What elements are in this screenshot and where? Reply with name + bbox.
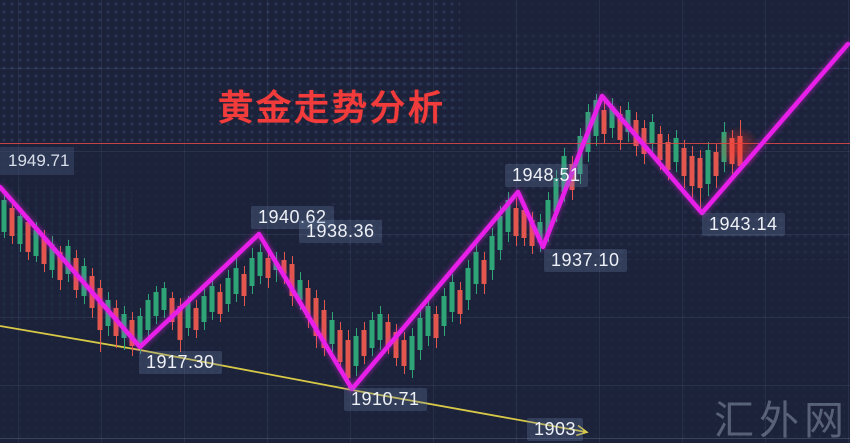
candle-body xyxy=(297,280,303,300)
candle-body xyxy=(265,258,271,278)
candle-body xyxy=(433,314,439,338)
candle-body xyxy=(353,336,359,366)
candle-body xyxy=(553,178,559,212)
candle-body xyxy=(449,282,455,312)
candle-body xyxy=(305,288,311,318)
candle-body xyxy=(289,264,295,296)
candle-body xyxy=(601,110,607,134)
current-price-label: 1949.71 xyxy=(0,147,74,175)
candle-body xyxy=(1,200,7,232)
candle-body xyxy=(497,216,503,250)
candle-body xyxy=(465,268,471,300)
candle-body xyxy=(201,296,207,322)
candle-body xyxy=(225,278,231,304)
candle-body xyxy=(529,220,535,246)
support-trendline xyxy=(0,325,589,437)
candle-body xyxy=(337,330,343,362)
candle-body xyxy=(385,322,391,346)
swing-label-1903: 1903 xyxy=(527,418,584,441)
candle-body xyxy=(665,142,671,170)
candle-body xyxy=(249,258,255,286)
candle-body xyxy=(561,156,567,192)
candle-body xyxy=(145,300,151,330)
candle-body xyxy=(441,296,447,326)
candle-body xyxy=(241,274,247,296)
candle-body xyxy=(177,306,183,340)
candle-body xyxy=(697,158,703,188)
watermark: 汇外网 xyxy=(714,398,849,443)
candle-body xyxy=(393,332,399,358)
swing-label-1943.14: 1943.14 xyxy=(702,213,785,236)
candle-body xyxy=(457,290,463,314)
candle-body xyxy=(25,222,31,252)
candle-body xyxy=(537,222,543,242)
candle-body xyxy=(657,134,663,160)
candle-body xyxy=(97,288,103,330)
candle-body xyxy=(409,336,415,370)
candle-body xyxy=(545,200,551,234)
candle-body xyxy=(481,260,487,284)
candle-body xyxy=(641,128,647,154)
candle-body xyxy=(9,208,15,236)
candle-body xyxy=(609,106,615,128)
candle-body xyxy=(425,306,431,336)
candle-body xyxy=(617,114,623,140)
candles xyxy=(1,94,743,388)
candle-body xyxy=(65,246,71,274)
candle-body xyxy=(649,122,655,144)
candle-body xyxy=(705,150,711,184)
candle-body xyxy=(169,298,175,322)
candle-body xyxy=(625,110,631,132)
candle-body xyxy=(153,292,159,316)
candle-body xyxy=(593,100,599,136)
swing-label-1937.10: 1937.10 xyxy=(544,249,627,272)
candle-body xyxy=(689,156,695,186)
candle-body xyxy=(401,340,407,366)
candle-body xyxy=(49,244,55,270)
swing-label-1940.62: 1940.62 xyxy=(251,206,334,229)
candle-body xyxy=(361,330,367,356)
candle-body xyxy=(193,308,199,330)
candle-body xyxy=(681,148,687,176)
candle-body xyxy=(417,318,423,350)
chart-title: 黄金走势分析 xyxy=(218,89,447,128)
candle-body xyxy=(313,298,319,336)
swing-label-1910.71: 1910.71 xyxy=(344,388,427,411)
candle-body xyxy=(377,314,383,340)
candle-body xyxy=(185,302,191,328)
candle-body xyxy=(233,268,239,294)
swing-label-1948.51: 1948.51 xyxy=(505,164,588,187)
candle-body xyxy=(257,252,263,276)
latest-candle-glow xyxy=(716,126,760,170)
candle-body xyxy=(489,236,495,270)
candle-body xyxy=(673,138,679,162)
candle-body xyxy=(281,260,287,274)
swing-label-1917.30: 1917.30 xyxy=(139,351,222,374)
candle-body xyxy=(33,230,39,256)
candle-body xyxy=(369,320,375,348)
zigzag-trendline xyxy=(0,41,850,392)
candle-body xyxy=(129,320,135,346)
candle-body xyxy=(57,252,63,280)
candle-body xyxy=(505,200,511,232)
candle-body xyxy=(521,210,527,238)
candle-body xyxy=(321,310,327,348)
candle-body xyxy=(345,340,351,378)
candle-body xyxy=(713,152,719,176)
candle-body xyxy=(17,216,23,244)
candle-body xyxy=(161,288,167,310)
candle-body xyxy=(137,316,143,344)
candle-body xyxy=(329,320,335,344)
candle-body xyxy=(209,286,215,312)
candle-body xyxy=(513,208,519,236)
candle-body xyxy=(41,238,47,264)
candle-body xyxy=(217,292,223,314)
swing-label-1938.36: 1938.36 xyxy=(299,220,382,243)
candle-body xyxy=(473,252,479,284)
